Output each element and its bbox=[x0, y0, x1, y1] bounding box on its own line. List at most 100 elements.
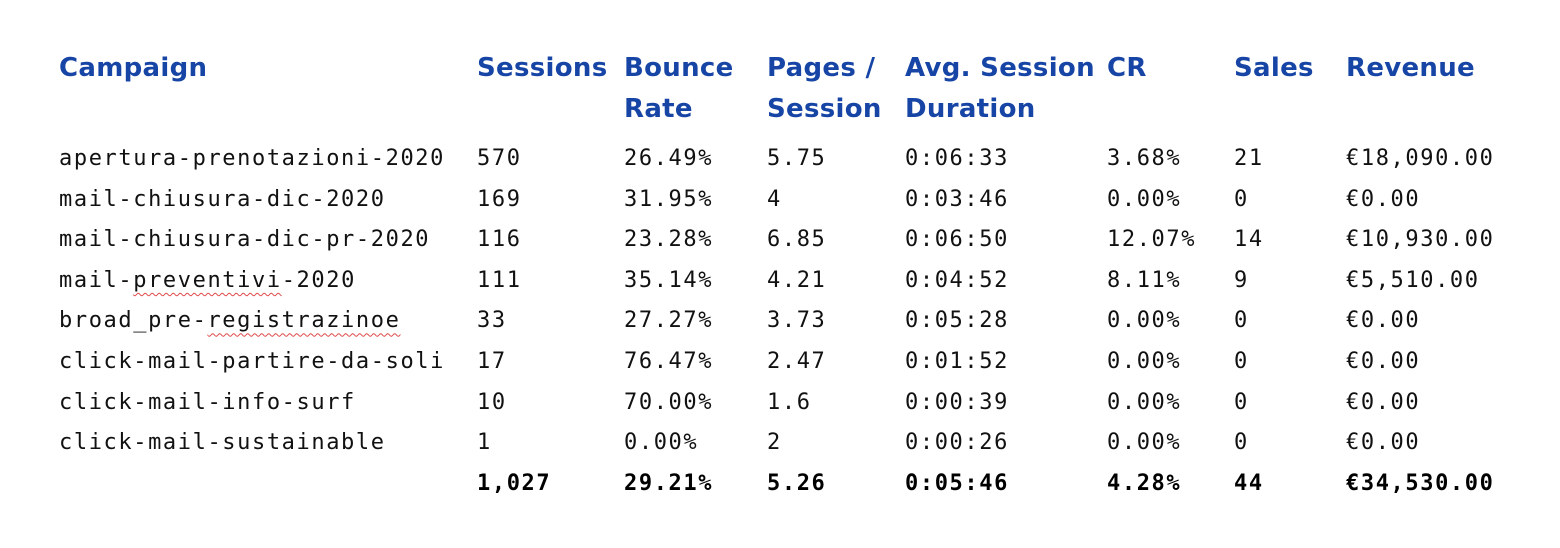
campaign-name-part: click-mail-info-surf bbox=[59, 389, 356, 415]
total-bounce-rate: 29.21% bbox=[624, 470, 714, 496]
header-sales: Sales bbox=[1234, 53, 1314, 83]
campaign-name-part: -2020 bbox=[281, 267, 356, 293]
cell-sales: 9 bbox=[1234, 267, 1249, 293]
cell-bounce-rate: 27.27% bbox=[624, 308, 714, 334]
cell-campaign: click-mail-info-surf bbox=[59, 383, 477, 424]
cell-cr: 8.11% bbox=[1107, 267, 1182, 293]
total-sessions: 1,027 bbox=[477, 470, 552, 496]
cell-sessions: 116 bbox=[477, 227, 522, 253]
total-campaign bbox=[59, 464, 477, 505]
cell-bounce-rate: 23.28% bbox=[624, 227, 714, 253]
cell-revenue: €5,510.00 bbox=[1346, 267, 1480, 293]
cell-bounce-rate: 31.95% bbox=[624, 186, 714, 212]
cell-pages-per-session: 2.47 bbox=[767, 348, 827, 374]
campaign-name-part: broad_pre- bbox=[59, 308, 208, 334]
cell-bounce-rate: 76.47% bbox=[624, 348, 714, 374]
cell-cr: 0.00% bbox=[1107, 348, 1182, 374]
cell-bounce-rate: 35.14% bbox=[624, 267, 714, 293]
cell-pages-per-session: 4 bbox=[767, 186, 782, 212]
table-row: mail-preventivi-2020 111 35.14% 4.21 0:04:52… bbox=[59, 261, 1516, 302]
cell-campaign: mail-chiusura-dic-pr-2020 bbox=[59, 220, 477, 261]
cell-cr: 0.00% bbox=[1107, 186, 1182, 212]
header-campaign: Campaign bbox=[59, 53, 208, 83]
cell-revenue: €0.00 bbox=[1346, 430, 1421, 456]
cell-avg-session-duration: 0:00:39 bbox=[905, 389, 1009, 415]
cell-campaign: click-mail-sustainable bbox=[59, 423, 477, 464]
table-body: apertura-prenotazioni-2020 570 26.49% 5.75 0… bbox=[59, 139, 1516, 464]
total-revenue: €34,530.00 bbox=[1346, 470, 1495, 496]
campaign-name-part: mail-chiusura-dic-pr-2020 bbox=[59, 227, 431, 253]
total-pages-per-session: 5.26 bbox=[767, 470, 827, 496]
cell-sessions: 17 bbox=[477, 348, 507, 374]
cell-avg-session-duration: 0:04:52 bbox=[905, 267, 1009, 293]
header-bounce-rate: Bounce Rate bbox=[624, 53, 734, 124]
cell-revenue: €10,930.00 bbox=[1346, 227, 1495, 253]
campaign-name-part: click-mail-sustainable bbox=[59, 430, 386, 456]
cell-sales: 0 bbox=[1234, 186, 1249, 212]
cell-campaign: mail-preventivi-2020 bbox=[59, 261, 477, 302]
table-row: broad_pre-registrazinoe 33 27.27% 3.73 0:05:… bbox=[59, 301, 1516, 342]
cell-pages-per-session: 4.21 bbox=[767, 267, 827, 293]
cell-avg-session-duration: 0:00:26 bbox=[905, 430, 1009, 456]
total-cr: 4.28% bbox=[1107, 470, 1182, 496]
cell-bounce-rate: 70.00% bbox=[624, 389, 714, 415]
cell-bounce-rate: 26.49% bbox=[624, 146, 714, 171]
table-row: click-mail-info-surf 10 70.00% 1.6 0:00:39 0.… bbox=[59, 383, 1516, 424]
campaign-report: Campaign Sessions Bounce Rate Pages / Se… bbox=[59, 48, 1519, 504]
header-sessions: Sessions bbox=[477, 53, 608, 83]
table-row: mail-chiusura-dic-pr-2020 116 23.28% 6.85 0:… bbox=[59, 220, 1516, 261]
cell-avg-session-duration: 0:06:50 bbox=[905, 227, 1009, 253]
cell-sessions: 1 bbox=[477, 430, 492, 456]
cell-pages-per-session: 6.85 bbox=[767, 227, 827, 253]
cell-cr: 3.68% bbox=[1107, 146, 1182, 171]
table-row: click-mail-sustainable 1 0.00% 2 0:00:26 0.00… bbox=[59, 423, 1516, 464]
cell-revenue: €0.00 bbox=[1346, 389, 1421, 415]
cell-sessions: 169 bbox=[477, 186, 522, 212]
cell-pages-per-session: 3.73 bbox=[767, 308, 827, 334]
cell-bounce-rate: 0.00% bbox=[624, 430, 699, 456]
total-sales: 44 bbox=[1234, 470, 1264, 496]
cell-revenue: €0.00 bbox=[1346, 348, 1421, 374]
cell-avg-session-duration: 0:06:33 bbox=[905, 146, 1009, 171]
header-pages-per-session: Pages / Session bbox=[767, 53, 882, 124]
cell-cr: 0.00% bbox=[1107, 308, 1182, 334]
cell-pages-per-session: 2 bbox=[767, 430, 782, 456]
header-row: Campaign Sessions Bounce Rate Pages / Se… bbox=[59, 48, 1516, 139]
campaign-table: Campaign Sessions Bounce Rate Pages / Se… bbox=[59, 48, 1516, 504]
header-avg-session-duration: Avg. Session Duration bbox=[905, 53, 1095, 124]
cell-campaign: click-mail-partire-da-soli bbox=[59, 342, 477, 383]
cell-cr: 0.00% bbox=[1107, 430, 1182, 456]
campaign-name-misspelled-part: preventivi bbox=[133, 267, 282, 293]
cell-avg-session-duration: 0:05:28 bbox=[905, 308, 1009, 334]
cell-avg-session-duration: 0:01:52 bbox=[905, 348, 1009, 374]
cell-campaign: mail-chiusura-dic-2020 bbox=[59, 180, 477, 221]
cell-sales: 0 bbox=[1234, 348, 1249, 374]
cell-sessions: 111 bbox=[477, 267, 522, 293]
cell-sessions: 10 bbox=[477, 389, 507, 415]
cell-sales: 21 bbox=[1234, 146, 1264, 171]
campaign-name-misspelled-part: registrazinoe bbox=[207, 308, 401, 334]
cell-pages-per-session: 5.75 bbox=[767, 146, 827, 171]
header-revenue: Revenue bbox=[1346, 53, 1475, 83]
cell-cr: 0.00% bbox=[1107, 389, 1182, 415]
cell-sales: 0 bbox=[1234, 389, 1249, 415]
cell-revenue: €18,090.00 bbox=[1346, 146, 1495, 171]
header-cr: CR bbox=[1107, 53, 1147, 83]
campaign-name-part: apertura-prenotazioni-2020 bbox=[59, 146, 445, 171]
total-avg-session-duration: 0:05:46 bbox=[905, 470, 1009, 496]
cell-pages-per-session: 1.6 bbox=[767, 389, 812, 415]
cell-sessions: 570 bbox=[477, 146, 522, 171]
campaign-name-part: mail-chiusura-dic-2020 bbox=[59, 186, 386, 212]
campaign-name-part: mail- bbox=[59, 267, 134, 293]
cell-revenue: €0.00 bbox=[1346, 186, 1421, 212]
cell-avg-session-duration: 0:03:46 bbox=[905, 186, 1009, 212]
cell-sessions: 33 bbox=[477, 308, 507, 334]
cell-campaign: broad_pre-registrazinoe bbox=[59, 301, 477, 342]
cell-campaign: apertura-prenotazioni-2020 bbox=[59, 139, 477, 180]
cell-sales: 0 bbox=[1234, 308, 1249, 334]
cell-cr: 12.07% bbox=[1107, 227, 1197, 253]
totals-row: 1,027 29.21% 5.26 0:05:46 4.28% 44 €34,5… bbox=[59, 464, 1516, 505]
table-row: mail-chiusura-dic-2020 169 31.95% 4 0:03:46 0… bbox=[59, 180, 1516, 221]
cell-revenue: €0.00 bbox=[1346, 308, 1421, 334]
table-row: click-mail-partire-da-soli 17 76.47% 2.47 0:… bbox=[59, 342, 1516, 383]
